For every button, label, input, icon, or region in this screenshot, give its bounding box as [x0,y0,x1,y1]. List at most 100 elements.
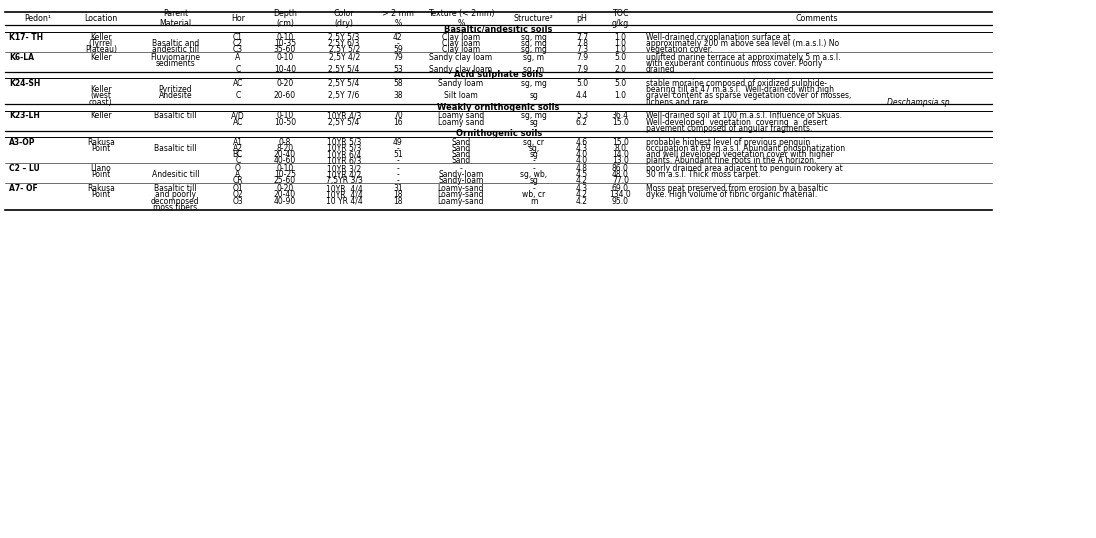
Text: 5.0: 5.0 [614,53,627,62]
Text: sg, mg: sg, mg [521,45,547,54]
Text: 4.3: 4.3 [575,184,589,193]
Text: sg, mg: sg, mg [521,39,547,48]
Text: Sandy clay loam: Sandy clay loam [430,65,492,74]
Text: Sandy-loam: Sandy-loam [438,170,483,179]
Text: Plateau): Plateau) [84,45,117,54]
Text: 10 YR 4/4: 10 YR 4/4 [326,196,363,206]
Text: A7- OF: A7- OF [9,184,37,193]
Text: K6-LA: K6-LA [9,53,34,62]
Text: -: - [397,39,399,48]
Text: K23-LH: K23-LH [9,111,39,121]
Text: Moss peat preserved from erosion by a basaltic: Moss peat preserved from erosion by a ba… [646,184,827,193]
Text: Deschampsia sp.: Deschampsia sp. [887,97,952,107]
Text: 1.0: 1.0 [615,91,626,101]
Text: A: A [236,170,240,179]
Text: probable highest level of previous penguin: probable highest level of previous pengu… [646,138,810,147]
Text: 48.0: 48.0 [612,170,629,179]
Text: bearing till at 47 m.a.s.l.  Well-drained, with high: bearing till at 47 m.a.s.l. Well-drained… [646,85,834,94]
Text: 14.0: 14.0 [612,150,629,159]
Text: 4.2: 4.2 [576,196,587,206]
Text: 58: 58 [393,79,402,88]
Text: A3-OP: A3-OP [9,138,35,147]
Text: A1: A1 [232,138,243,147]
Text: 40-60: 40-60 [274,157,296,165]
Text: 4.2: 4.2 [576,190,587,200]
Text: 35-60: 35-60 [274,45,296,54]
Text: 4.5: 4.5 [575,170,589,179]
Text: gravel content as sparse vegetation cover of mosses,: gravel content as sparse vegetation cove… [646,91,850,101]
Text: 10-25: 10-25 [274,170,296,179]
Text: Basaltic and: Basaltic and [151,39,199,48]
Text: Point: Point [91,190,111,200]
Text: and well developed vegetation cover with higher: and well developed vegetation cover with… [646,150,833,159]
Text: 1.0: 1.0 [615,33,626,41]
Text: Well-drained cryoplanation surface at: Well-drained cryoplanation surface at [646,33,790,41]
Text: 2,5Y 6/3: 2,5Y 6/3 [329,39,359,48]
Text: Loamy sand: Loamy sand [437,111,484,121]
Text: 42: 42 [393,33,402,41]
Text: 36.4: 36.4 [612,111,629,121]
Text: 16: 16 [393,118,402,126]
Text: 4.0: 4.0 [575,150,589,159]
Text: Texture (< 2mm)
%: Texture (< 2mm) % [427,9,494,29]
Text: 7,5YR 3/3: 7,5YR 3/3 [326,176,363,186]
Text: -: - [397,144,399,153]
Text: 25-60: 25-60 [274,176,296,186]
Text: Well-developed  vegetation  covering  a  desert: Well-developed vegetation covering a des… [646,118,827,126]
Text: > 2 mm
%: > 2 mm % [381,9,414,29]
Text: Andesitic till: Andesitic till [151,170,199,179]
Text: occupation at 69 m.a.s.l. Abundant phosphatization: occupation at 69 m.a.s.l. Abundant phosp… [646,144,845,153]
Text: vegetation cover.: vegetation cover. [646,45,712,54]
Text: Keller: Keller [90,85,112,94]
Text: 10YR  4/4: 10YR 4/4 [326,184,363,193]
Text: 7.9: 7.9 [575,65,589,74]
Text: 2,5Y 5/4: 2,5Y 5/4 [329,118,359,126]
Text: 134.0: 134.0 [609,190,631,200]
Text: CR: CR [232,176,243,186]
Text: A/D: A/D [231,111,244,121]
Text: sg: sg [529,176,538,186]
Text: O2: O2 [232,190,243,200]
Text: 10YR 4/3: 10YR 4/3 [327,111,362,121]
Text: Pyritized: Pyritized [159,85,192,94]
Text: Clay loam: Clay loam [442,39,480,48]
Text: Sandy clay loam: Sandy clay loam [430,53,492,62]
Text: Loamy-sand: Loamy-sand [437,190,484,200]
Text: C: C [236,65,240,74]
Text: 10-50: 10-50 [274,118,296,126]
Text: -: - [533,157,535,165]
Text: Comments: Comments [796,14,838,23]
Text: 10-35: 10-35 [274,39,296,48]
Text: C3: C3 [232,45,243,54]
Text: sg, cr: sg, cr [523,138,545,147]
Text: O: O [235,164,241,173]
Text: uplifted marine terrace at approximately 5 m a.s.l.: uplifted marine terrace at approximately… [646,53,840,62]
Text: AC: AC [232,79,243,88]
Text: -: - [397,164,399,173]
Text: 31: 31 [393,184,402,193]
Text: m: m [530,196,537,206]
Text: Keller: Keller [90,111,112,121]
Text: 18: 18 [393,196,402,206]
Text: poorly drained area adjacent to penguin rookery at: poorly drained area adjacent to penguin … [646,164,843,173]
Text: 4.3: 4.3 [575,144,589,153]
Text: sg, m: sg, m [523,65,545,74]
Text: 95.0: 95.0 [612,196,629,206]
Text: 40-90: 40-90 [274,196,296,206]
Text: moss fibers: moss fibers [153,203,197,212]
Text: Keller: Keller [90,53,112,62]
Text: 2,5Y 7/6: 2,5Y 7/6 [329,91,359,101]
Text: sg,: sg, [528,144,539,153]
Text: 4.0: 4.0 [575,157,589,165]
Text: 2,5Y 5/3: 2,5Y 5/3 [329,33,359,41]
Text: Silt loam: Silt loam [444,91,478,101]
Text: Rakusa: Rakusa [87,184,115,193]
Text: Sand: Sand [452,150,470,159]
Text: K24-SH: K24-SH [9,79,41,88]
Text: 0-10: 0-10 [276,164,294,173]
Text: Rakusa: Rakusa [87,138,115,147]
Text: 10YR  4/4: 10YR 4/4 [326,190,363,200]
Text: 30 m a.s.l. Thick moss carpet.: 30 m a.s.l. Thick moss carpet. [646,170,761,179]
Text: stable moraine composed of oxidized sulphide-: stable moraine composed of oxidized sulp… [646,79,826,88]
Text: 8.0: 8.0 [615,144,626,153]
